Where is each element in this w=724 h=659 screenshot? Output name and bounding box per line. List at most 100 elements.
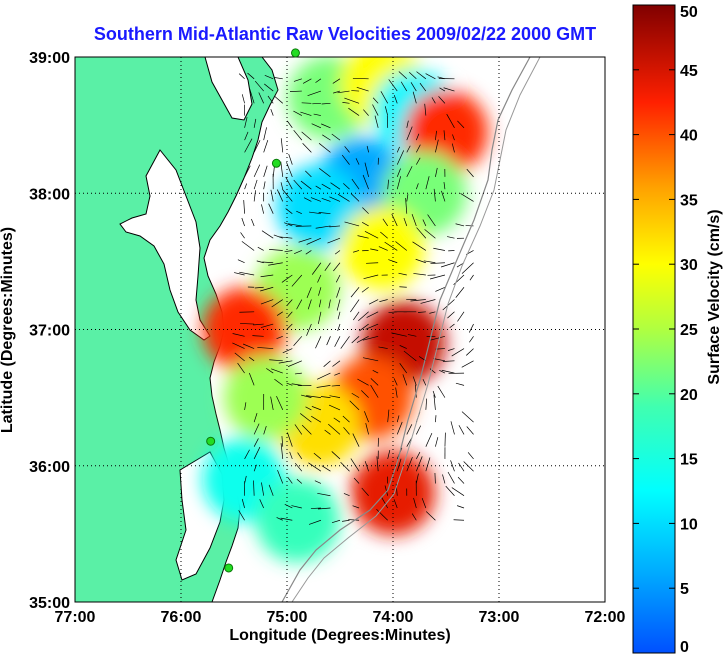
vector-254: [363, 274, 379, 280]
vector-115: [311, 406, 322, 411]
vector-152: [399, 363, 408, 374]
vector-272: [423, 260, 436, 264]
vector-259: [429, 274, 446, 280]
cb-tick-2: 10: [680, 516, 698, 533]
vector-155: [441, 369, 455, 374]
delaware-bay: [204, 57, 253, 121]
vector-430: [384, 106, 389, 116]
vector-278: [257, 246, 264, 251]
vector-336: [270, 189, 274, 202]
vector-237: [254, 286, 264, 289]
vector-57: [406, 457, 413, 472]
speed-cell-13: [223, 355, 308, 440]
cb-tick-6: 30: [680, 257, 698, 274]
vector-240: [318, 287, 322, 296]
shelf-contour-1: [281, 57, 531, 602]
cb-tick-10: 50: [680, 4, 698, 21]
vector-471: [398, 71, 408, 80]
vector-104: [364, 411, 369, 423]
vector-50: [308, 462, 322, 472]
vector-82: [425, 432, 433, 447]
vector-419: [406, 120, 409, 128]
vector-136: [316, 385, 331, 388]
vector-305: [424, 229, 436, 239]
vector-99: [253, 413, 258, 423]
vector-120: [301, 394, 312, 398]
vector-355: [293, 179, 303, 190]
vector-238: [260, 286, 274, 292]
vector-19: [393, 499, 398, 509]
vector-129: [432, 390, 436, 398]
vector-10: [453, 519, 465, 521]
vector-38: [287, 477, 293, 484]
vector-368: [244, 165, 251, 178]
vector-381: [466, 168, 474, 178]
vector-116: [328, 404, 341, 411]
vector-281: [294, 250, 302, 255]
vector-415: [311, 123, 322, 129]
vector-407: [406, 126, 413, 141]
vector-39: [296, 478, 303, 484]
vector-436: [274, 95, 283, 104]
vector-162: [323, 360, 331, 367]
vector-403: [293, 129, 303, 141]
vector-339: [303, 197, 312, 202]
vector-48: [253, 464, 257, 472]
vector-261: [469, 274, 474, 281]
vector-425: [300, 111, 312, 116]
vector-85: [253, 423, 260, 435]
vector-35: [451, 487, 465, 497]
x-tick-1: 76:00: [161, 609, 202, 626]
vector-184: [315, 336, 322, 349]
vector-303: [380, 231, 388, 239]
vector-327: [268, 203, 274, 214]
vector-384: [355, 158, 360, 165]
vector-296: [273, 234, 283, 239]
vector-182: [276, 335, 283, 340]
vector-239: [306, 287, 312, 298]
vector-295: [261, 230, 274, 239]
vector-151: [372, 369, 379, 374]
vector-390: [263, 139, 269, 153]
vector-468: [315, 78, 322, 83]
colorbar-label: Surface Velocity (cm/s): [706, 209, 723, 384]
vector-114: [305, 406, 312, 411]
vector-194: [430, 335, 446, 341]
vector-428: [363, 109, 369, 116]
y-tick-0: 35:00: [29, 595, 70, 612]
vector-56: [396, 458, 402, 472]
vector-199: [286, 323, 293, 330]
vector-8: [411, 513, 417, 521]
cb-tick-9: 45: [680, 63, 698, 80]
vector-434: [258, 92, 264, 104]
vector-404: [301, 131, 312, 141]
vector-248: [239, 271, 255, 276]
vector-286: [370, 248, 379, 251]
vector-235: [442, 299, 455, 311]
vector-452: [333, 90, 341, 94]
vector-408: [415, 133, 420, 141]
vector-77: [281, 436, 284, 447]
vector-26: [268, 484, 274, 496]
vector-284: [353, 250, 360, 253]
vector-179: [466, 348, 474, 356]
vector-221: [260, 299, 274, 305]
vector-246: [455, 287, 465, 298]
vector-219: [447, 311, 455, 319]
vector-474: [425, 73, 436, 80]
vector-274: [440, 262, 455, 268]
vector-337: [276, 189, 284, 202]
vector-276: [461, 262, 474, 274]
vector-467: [302, 78, 312, 84]
vector-160: [278, 360, 293, 364]
vector-440: [342, 102, 350, 104]
vector-432: [241, 94, 245, 104]
vector-338: [282, 189, 293, 202]
vector-231: [379, 299, 388, 302]
vector-294: [240, 232, 245, 239]
vector-396: [396, 146, 400, 153]
colorbar-ticks: 0 5 10 15 20 25 30 35 40 45 50: [633, 4, 698, 656]
vector-372: [280, 161, 284, 177]
vector-460: [439, 87, 446, 92]
colorbar: [632, 4, 676, 654]
